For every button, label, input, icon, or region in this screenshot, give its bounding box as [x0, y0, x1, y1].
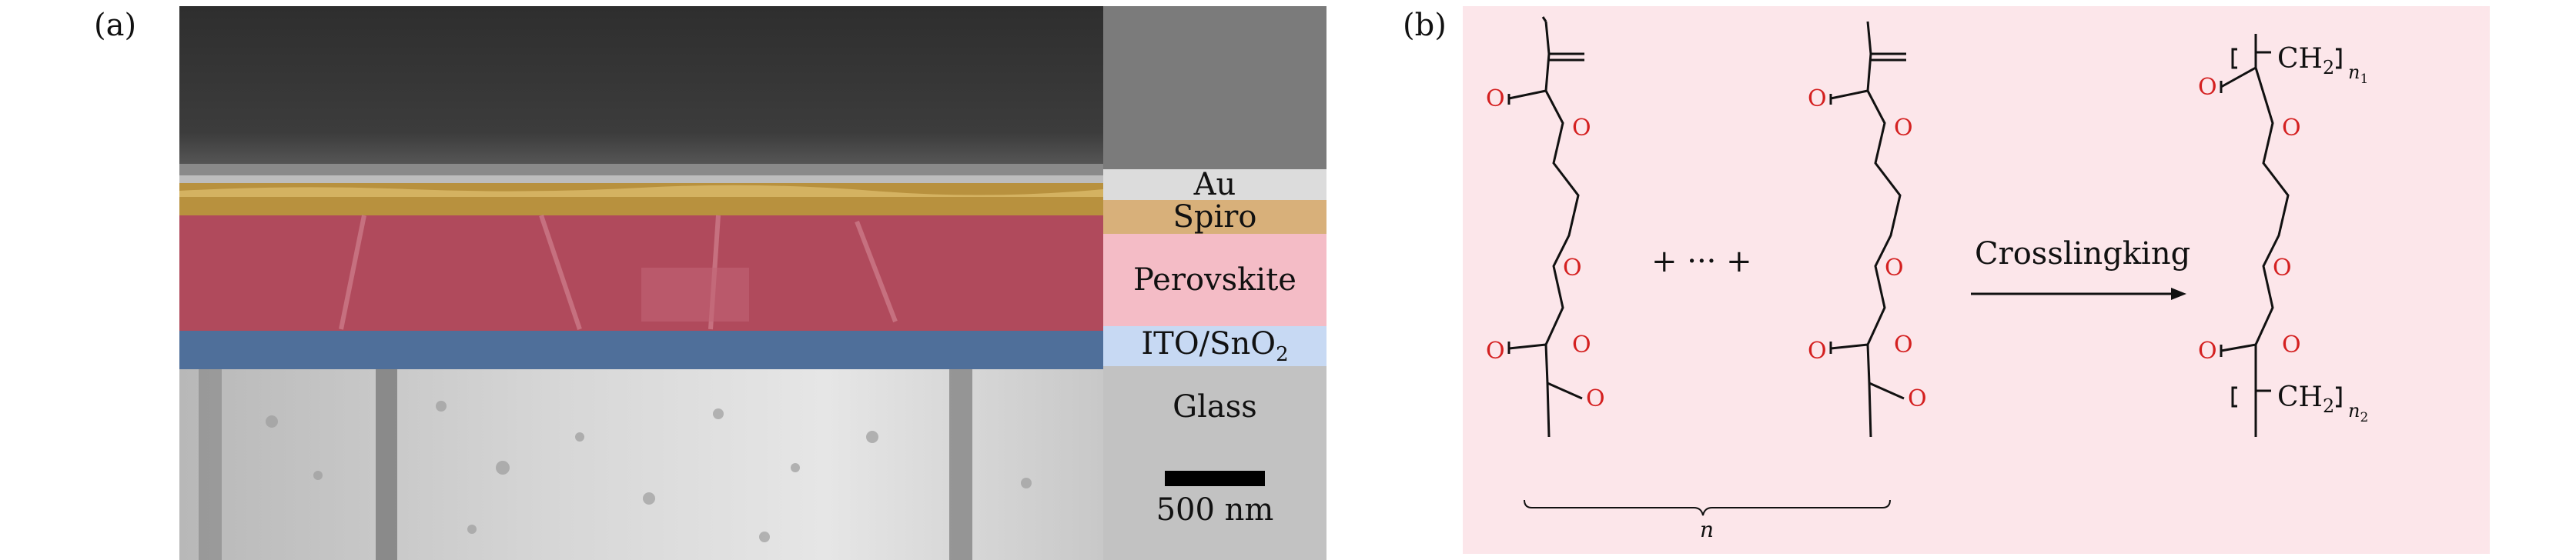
oxygen-label: O [1486, 85, 1505, 112]
n2-label: n2 [2348, 400, 2368, 425]
layer-spiro-label: Spiro [1173, 199, 1257, 235]
brace [1524, 499, 1891, 516]
monomer-2-skeleton [1829, 21, 1906, 438]
oxygen-label: O [1894, 115, 1913, 142]
layer-au: Au [1103, 167, 1326, 202]
sem-cross-section-image [179, 6, 1103, 560]
ch2-top: CH2 [2277, 43, 2334, 78]
oxygen-atoms: O O O O O O O O O O O O O O O O O [1486, 74, 2301, 412]
oxygen-label: O [1486, 338, 1505, 365]
layer-legend: Au Spiro Perovskite ITO/SnO2 Glass 500 n… [1103, 6, 1326, 560]
crosslinking-scheme: O O O O O O O O O O O O O O O O O + ··· … [1486, 16, 2368, 542]
oxygen-label: O [2198, 338, 2217, 365]
scale-bar [1165, 471, 1265, 486]
panel-a-label: (a) [94, 8, 137, 43]
oxygen-label: O [1563, 255, 1582, 282]
oxygen-label: O [2273, 255, 2292, 282]
layer-au-label: Au [1193, 167, 1236, 202]
oxygen-label: O [2198, 74, 2217, 101]
top-band [1103, 6, 1326, 169]
scale-bar-label: 500 nm [1156, 492, 1274, 528]
panel-b-label: (b) [1403, 8, 1447, 43]
layer-glass-label: Glass [1173, 389, 1257, 425]
layer-perovskite: Perovskite [1103, 234, 1326, 326]
oxygen-label: O [1572, 332, 1591, 358]
polymer-skeleton [2220, 34, 2342, 437]
arrow-head-icon [2171, 288, 2186, 300]
oxygen-label: O [2282, 332, 2301, 358]
oxygen-label: O [2282, 115, 2301, 142]
layer-perovskite-label: Perovskite [1133, 262, 1296, 298]
layer-spiro: Spiro [1103, 199, 1326, 235]
monomer-1-skeleton [1507, 16, 1584, 438]
layer-glass: Glass [1103, 366, 1326, 560]
oxygen-label: O [1808, 85, 1827, 112]
oxygen-label: O [1586, 385, 1605, 412]
n1-label: n1 [2348, 62, 2368, 87]
layer-ito-label: ITO/SnO2 [1141, 326, 1289, 366]
oxygen-label: O [1808, 338, 1827, 365]
arrow-label: Crosslingking [1975, 236, 2190, 272]
oxygen-label: O [1908, 385, 1927, 412]
layer-ito-sno2: ITO/SnO2 [1103, 326, 1326, 366]
plus-ellipsis: + ··· + [1651, 244, 1752, 279]
panel-b-background: O O O O O O O O O O O O O O O O O + ··· … [1463, 6, 2490, 554]
ch2-bottom: CH2 [2277, 382, 2334, 417]
brace-label: n [1700, 517, 1714, 542]
oxygen-label: O [1572, 115, 1591, 142]
oxygen-label: O [1885, 255, 1904, 282]
oxygen-label: O [1894, 332, 1913, 358]
